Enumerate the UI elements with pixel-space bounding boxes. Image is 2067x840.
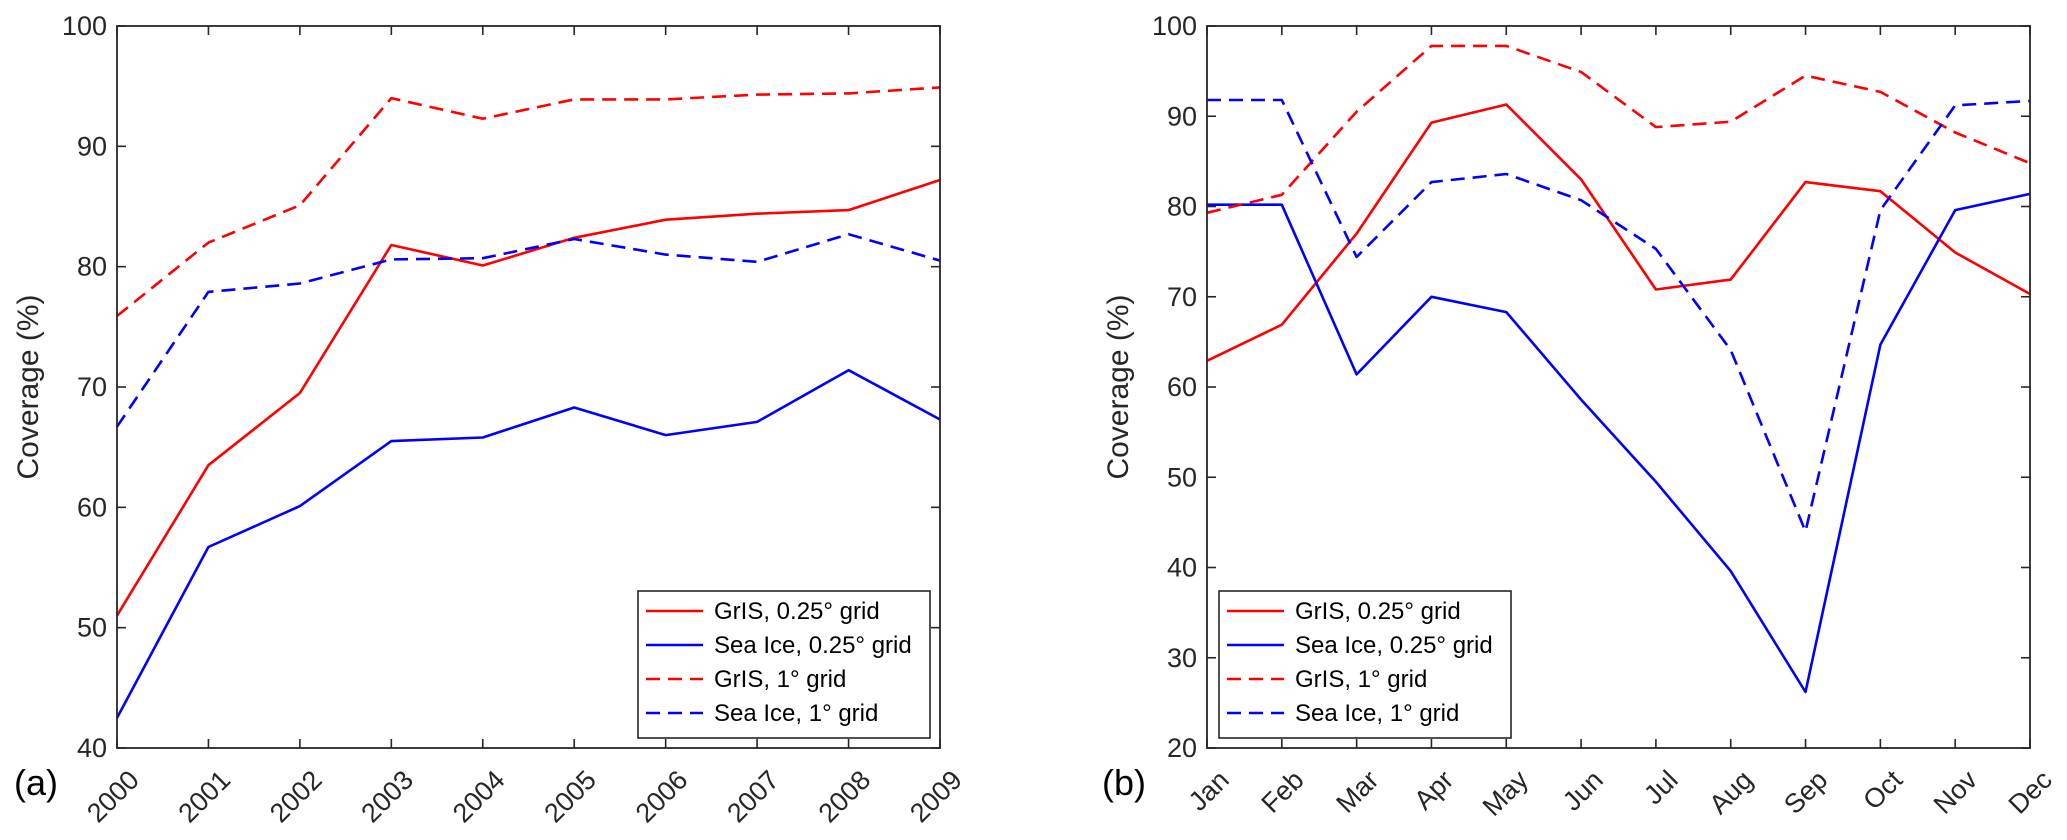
x-tick-label: Jan bbox=[1183, 765, 1235, 817]
y-tick-label: 90 bbox=[77, 131, 107, 161]
x-tick-label: May bbox=[1477, 764, 1535, 822]
y-tick-label: 100 bbox=[1152, 11, 1197, 41]
y-tick-label: 40 bbox=[77, 733, 107, 763]
x-tick-label: Mar bbox=[1330, 765, 1384, 819]
legend-box bbox=[637, 590, 931, 739]
panel-a-chart: 40 50 60 70 80 90 100 2000 2001 2002 2003 2004 2005 2… bbox=[12, 11, 968, 828]
y-tick-label: 50 bbox=[1167, 462, 1197, 492]
y-tick-label: 30 bbox=[1167, 643, 1197, 673]
y-tick-label: 80 bbox=[1167, 192, 1197, 222]
y-tick-label: 60 bbox=[1167, 372, 1197, 402]
y-tick-label: 100 bbox=[62, 11, 107, 41]
x-tick-label: 2002 bbox=[264, 765, 328, 829]
legend-entry-label: GrIS, 0.25° grid bbox=[1295, 598, 1461, 625]
legend-entry-label: Sea Ice, 0.25° grid bbox=[714, 632, 912, 659]
x-tick-label: Oct bbox=[1857, 764, 1908, 815]
y-tick-label: 50 bbox=[77, 613, 107, 643]
series-line-3 bbox=[1207, 98, 2031, 533]
legend: GrIS, 0.25° grid Sea Ice, 0.25° grid GrIS,… bbox=[637, 590, 931, 739]
x-tick-label: 2009 bbox=[904, 765, 968, 829]
legend-entry-label: GrIS, 0.25° grid bbox=[714, 598, 880, 625]
x-tick-label: Sep bbox=[1778, 765, 1833, 820]
x-tick-label: 2006 bbox=[630, 765, 694, 829]
y-tick-label: 60 bbox=[77, 492, 107, 522]
series-line-3 bbox=[115, 232, 941, 428]
y-tick-label: 90 bbox=[1167, 101, 1197, 131]
x-tick-label: 2001 bbox=[173, 765, 237, 829]
series-line-1 bbox=[1207, 192, 2031, 694]
x-tick-label: Aug bbox=[1703, 765, 1758, 820]
axes-frame bbox=[116, 25, 941, 749]
x-tick-label: Nov bbox=[1928, 764, 1984, 820]
x-tick-label: Jun bbox=[1557, 765, 1609, 817]
panel-label: (b) bbox=[1102, 762, 1146, 803]
x-tick-label: 2000 bbox=[81, 765, 145, 829]
legend-entry-label: GrIS, 1° grid bbox=[1295, 666, 1427, 693]
y-tick-label: 70 bbox=[1167, 282, 1197, 312]
y-axis-label: Coverage (%) bbox=[12, 294, 45, 479]
panel-label: (a) bbox=[14, 762, 58, 803]
y-tick-label: 20 bbox=[1167, 733, 1197, 763]
series-line-1 bbox=[115, 368, 941, 719]
x-tick-label: 2007 bbox=[721, 765, 785, 829]
y-tick-label: 80 bbox=[77, 252, 107, 282]
series-line-0 bbox=[1206, 103, 2031, 362]
y-axis-label: Coverage (%) bbox=[1102, 294, 1135, 479]
legend-box bbox=[1218, 590, 1512, 739]
x-tick-label: 2005 bbox=[538, 765, 602, 829]
legend-entry-label: Sea Ice, 1° grid bbox=[1295, 700, 1459, 727]
x-tick-label: 2003 bbox=[355, 765, 419, 829]
x-tick-label: Apr bbox=[1408, 765, 1459, 816]
x-tick-label: 2004 bbox=[447, 765, 511, 829]
legend: GrIS, 0.25° grid Sea Ice, 0.25° grid GrIS,… bbox=[1218, 590, 1512, 739]
series-line-2 bbox=[116, 86, 941, 318]
x-tick-label: Jul bbox=[1638, 765, 1684, 811]
legend-entry-label: GrIS, 1° grid bbox=[714, 666, 846, 693]
series-line-0 bbox=[115, 178, 941, 617]
panel-b-chart: 20 30 40 50 60 70 80 90 100 Jan Feb Mar Apr May Jun Jul… bbox=[1102, 11, 2058, 822]
x-tick-label: Feb bbox=[1256, 765, 1310, 819]
y-tick-label: 70 bbox=[77, 372, 107, 402]
x-tick-label: 2008 bbox=[813, 765, 877, 829]
legend-entry-label: Sea Ice, 0.25° grid bbox=[1295, 632, 1493, 659]
series-line-2 bbox=[1206, 44, 2031, 215]
axes-frame bbox=[1206, 25, 2031, 749]
legend-entry-label: Sea Ice, 1° grid bbox=[714, 700, 878, 727]
y-tick-label: 40 bbox=[1167, 553, 1197, 583]
x-tick-label: Dec bbox=[2003, 765, 2058, 820]
